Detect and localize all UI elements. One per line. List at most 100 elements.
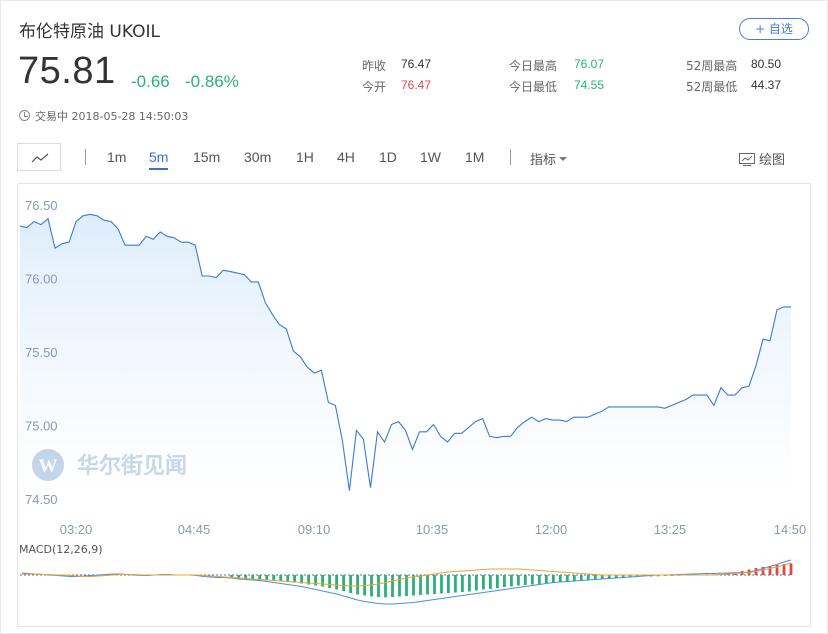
stat-value-open: 76.47 <box>401 78 432 92</box>
timeframe-1d[interactable]: 1D <box>379 149 397 165</box>
timeframe-1m[interactable]: 1m <box>107 149 127 165</box>
add-watchlist-button[interactable]: + 自选 <box>739 18 809 40</box>
y-tick-label: 76.50 <box>25 198 58 213</box>
macd-bar <box>286 575 290 582</box>
stat-value-day-low: 74.55 <box>574 78 605 92</box>
y-tick-label: 76.00 <box>25 272 58 287</box>
macd-bar <box>607 575 611 579</box>
indicator-label: 指标 <box>530 153 557 168</box>
watermark: W 华尔街见闻 <box>32 449 187 481</box>
clock-icon <box>19 110 30 121</box>
stat-label-52w-high: 52周最高 <box>686 59 738 73</box>
macd-bar <box>475 575 478 591</box>
macd-bar <box>307 575 310 585</box>
timeframe-1w[interactable]: 1W <box>420 149 441 165</box>
x-tick-label: 09:10 <box>298 522 331 537</box>
macd-bar <box>349 575 352 593</box>
x-tick-label: 13:25 <box>654 522 687 537</box>
macd-bar <box>635 575 639 577</box>
macd-bar <box>775 565 779 575</box>
line-chart-icon <box>31 153 49 163</box>
macd-bar <box>405 575 408 596</box>
watermark-text: 华尔街见闻 <box>77 453 187 479</box>
macd-bar <box>621 575 625 578</box>
indicator-dropdown[interactable]: 指标 <box>530 149 568 168</box>
macd-bar <box>265 575 269 580</box>
stat-value-52w-low: 44.37 <box>751 78 782 92</box>
caret-down-icon <box>559 157 568 161</box>
macd-bar <box>565 575 569 582</box>
macd-bar <box>447 575 450 593</box>
y-tick-label: 74.50 <box>25 492 58 507</box>
macd-bar <box>656 575 660 577</box>
draw-chart-icon <box>739 153 755 166</box>
macd-bar <box>761 567 765 575</box>
price-line <box>19 213 791 491</box>
macd-bar <box>523 575 527 585</box>
x-tick-label: 03:20 <box>60 522 93 537</box>
macd-bar <box>258 575 262 580</box>
x-tick-label: 12:00 <box>535 522 568 537</box>
line-mode-button[interactable] <box>17 143 61 171</box>
timeframe-5m[interactable]: 5m <box>149 149 169 170</box>
timeframe-4h[interactable]: 4H <box>337 149 355 165</box>
macd-bar <box>328 575 331 588</box>
timeframe-1h[interactable]: 1H <box>296 149 314 165</box>
macd-bar <box>572 575 576 581</box>
macd-bar <box>558 575 562 582</box>
timeframe-30m[interactable]: 30m <box>244 149 272 165</box>
draw-button[interactable]: 绘图 <box>739 149 785 168</box>
macd-bar <box>586 575 590 580</box>
chart-area[interactable] <box>17 183 811 627</box>
instrument-title: 布伦特原油 UKOIL <box>19 22 160 42</box>
stat-value-52w-high: 80.50 <box>751 57 782 71</box>
macd-bar <box>517 575 520 586</box>
stat-label-open: 今开 <box>362 80 387 94</box>
macd-bar <box>461 575 464 592</box>
toolbar-divider <box>85 149 86 165</box>
macd-bar <box>384 575 387 598</box>
macd-bar <box>789 563 793 575</box>
macd-bar <box>440 575 443 594</box>
stat-value-day-high: 76.07 <box>574 57 605 71</box>
macd-bar <box>628 575 632 577</box>
x-tick-label: 04:45 <box>178 522 211 537</box>
macd-bar <box>503 575 506 587</box>
macd-bar <box>600 575 604 579</box>
toolbar-divider <box>510 149 511 165</box>
draw-label: 绘图 <box>759 153 786 168</box>
stat-label-day-high: 今日最高 <box>509 59 558 73</box>
macd-bar <box>356 575 359 595</box>
macd-bar <box>230 575 234 578</box>
y-tick-label: 75.50 <box>25 345 58 360</box>
stat-label-52w-low: 52周最低 <box>686 80 738 94</box>
stat-label-day-low: 今日最低 <box>509 80 558 94</box>
macd-bar <box>279 575 283 581</box>
macd-bar <box>300 575 303 584</box>
macd-bar <box>782 564 786 575</box>
stat-label-prev-close: 昨收 <box>362 59 387 73</box>
price-change-percent: -0.86% <box>185 72 239 91</box>
y-tick-label: 75.00 <box>25 419 58 434</box>
macd-bar <box>412 575 415 596</box>
macd-bar <box>489 575 492 589</box>
macd-bar <box>398 575 401 597</box>
stat-value-prev-close: 76.47 <box>401 57 432 71</box>
timeframe-15m[interactable]: 15m <box>193 149 221 165</box>
macd-bar <box>544 575 548 583</box>
macd-bar <box>433 575 436 594</box>
macd-bar <box>482 575 485 590</box>
macd-bar <box>377 575 380 597</box>
macd-bar <box>579 575 583 581</box>
timeframe-1month[interactable]: 1M <box>465 149 485 165</box>
macd-bar <box>293 575 296 583</box>
macd-bar <box>551 575 555 583</box>
svg-text:W: W <box>39 456 58 477</box>
macd-bar <box>251 575 255 579</box>
macd-bar <box>321 575 324 587</box>
macd-bar <box>593 575 597 580</box>
macd-dea-line <box>22 562 792 587</box>
macd-bar <box>314 575 317 586</box>
chart-toolbar: 1m 5m 15m 30m 1H 4H 1D 1W 1M 指标 绘图 <box>17 143 811 173</box>
